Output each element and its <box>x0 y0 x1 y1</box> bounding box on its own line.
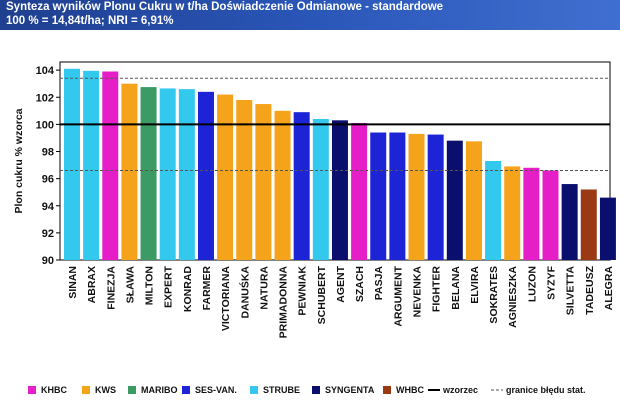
bar <box>351 123 368 260</box>
legend-label: WHBC <box>396 385 424 395</box>
category-label: TADEUSZ <box>584 265 596 314</box>
category-label: NEVENKA <box>412 266 424 318</box>
legend-swatch <box>250 386 258 394</box>
bar <box>312 118 329 261</box>
y-tick-label: 100 <box>36 119 54 131</box>
category-label: PRIMADONNA <box>278 266 290 339</box>
y-tick-label: 96 <box>42 174 54 186</box>
chart-title: Synteza wyników Plonu Cukru w t/ha Doświ… <box>6 1 444 13</box>
bar <box>140 87 157 260</box>
legend-label: granice błędu stat. <box>506 385 586 395</box>
category-label: AGNIESZKA <box>507 266 519 328</box>
header-bar: Synteza wyników Plonu Cukru w t/ha Doświ… <box>0 0 620 30</box>
category-label: FIGHTER <box>431 266 443 312</box>
bar <box>523 167 540 260</box>
chart-subtitle: 100 % = 14,84t/ha; NRI = 6,91% <box>6 15 174 27</box>
bar <box>83 70 100 261</box>
category-label: AGENT <box>335 265 347 302</box>
bar <box>293 112 310 260</box>
bar <box>121 83 138 260</box>
category-label: KONRAD <box>182 266 194 312</box>
category-label: MILTON <box>144 266 156 305</box>
bar <box>446 140 463 260</box>
category-label: SZACH <box>354 266 366 302</box>
category-label: NATURA <box>258 266 270 310</box>
category-label: SYZYF <box>546 265 558 299</box>
category-label: FINEZJA <box>105 266 117 310</box>
legend-label: KWS <box>95 385 116 395</box>
legend-label: STRUBE <box>263 385 300 395</box>
category-label: ARGUMENT <box>392 265 404 326</box>
legend-label: wzorzec <box>442 385 478 395</box>
category-label: FARMER <box>201 266 213 311</box>
category-label: EXPERT <box>163 265 175 308</box>
y-tick-label: 104 <box>36 65 55 77</box>
legend-swatch <box>312 386 320 394</box>
category-label: ALEGRA <box>603 266 615 311</box>
bar <box>64 68 80 260</box>
bar <box>331 120 348 261</box>
legend-label: KHBC <box>41 385 67 395</box>
category-label: DANUŚKA <box>238 266 251 319</box>
y-tick-label: 98 <box>42 147 54 159</box>
bar <box>217 94 234 260</box>
category-label: LUZON <box>526 266 538 302</box>
y-tick-label: 94 <box>42 201 55 213</box>
category-label: BELANA <box>450 266 462 310</box>
bar <box>408 133 425 260</box>
bar <box>197 91 214 260</box>
bar <box>427 134 444 260</box>
category-label: SOKRATES <box>488 266 500 324</box>
legend-swatch <box>128 386 136 394</box>
bar <box>389 132 406 260</box>
category-label: PASJA <box>373 266 385 301</box>
category-label: ELVIRA <box>469 266 481 304</box>
bar <box>178 89 195 260</box>
legend-swatch <box>182 386 190 394</box>
y-tick-label: 102 <box>36 92 54 104</box>
bar <box>255 104 272 260</box>
bar <box>485 161 502 260</box>
bar <box>561 184 578 260</box>
legend-label: SES-VAN. <box>195 385 237 395</box>
bar <box>236 99 253 261</box>
category-label: SINAN <box>67 266 79 299</box>
y-tick-label: 90 <box>42 255 54 267</box>
bar <box>465 141 482 260</box>
bar <box>504 166 521 260</box>
legend-label: SYNGENTA <box>325 385 375 395</box>
y-axis-label: Plon cukru % wzorca <box>13 108 25 213</box>
y-tick-label: 92 <box>42 228 54 240</box>
bar <box>599 197 616 260</box>
category-label: SCHUBERT <box>316 265 328 324</box>
legend-label: MARIBO <box>141 385 178 395</box>
bar <box>159 88 176 260</box>
category-label: ABRAX <box>86 266 98 303</box>
bar <box>102 71 119 260</box>
legend-swatch <box>383 386 391 394</box>
legend-swatch <box>82 386 90 394</box>
bar <box>370 132 387 260</box>
bar <box>274 110 291 260</box>
category-label: VICTORIANA <box>220 266 232 332</box>
bar <box>542 170 559 260</box>
category-label: PEWNIAK <box>297 266 309 316</box>
legend-swatch <box>28 386 36 394</box>
category-label: SŁAWA <box>124 266 136 304</box>
bar <box>580 189 597 260</box>
category-label: SILVETTA <box>565 266 577 316</box>
